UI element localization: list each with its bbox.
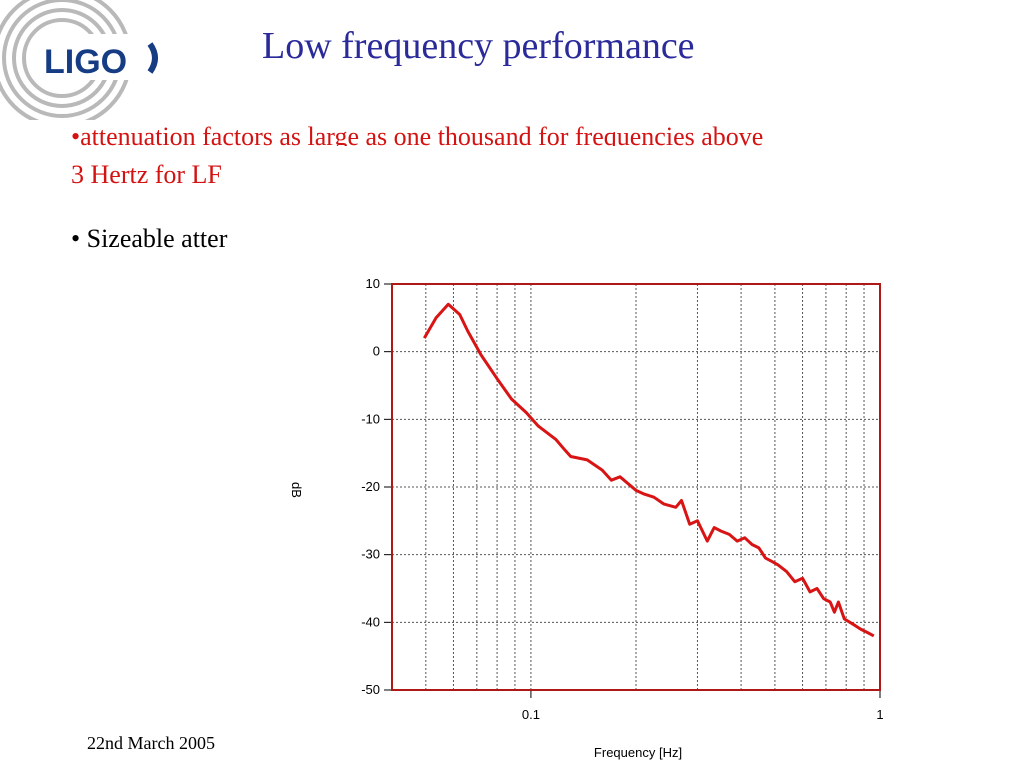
x-tick-label: 0.1	[522, 707, 540, 722]
y-tick-label: -10	[361, 411, 380, 426]
chart-ticks: 10 0 -10 -20 -30 -40 -50 0.1 1	[361, 276, 883, 722]
y-tick-label: -30	[361, 547, 380, 562]
x-tick-label: 1	[876, 707, 883, 722]
y-tick-label: 10	[366, 276, 380, 291]
footer-date: 22nd March 2005	[87, 733, 215, 753]
attenuation-chart: 10 0 -10 -20 -30 -40 -50 0.1 1 Frequency [Hz] dB	[289, 276, 884, 760]
series-line	[423, 302, 875, 638]
ligo-logo-text: LIGO	[44, 43, 127, 81]
slide-title: Low frequency performance	[262, 25, 695, 67]
y-tick-label: -20	[361, 479, 380, 494]
plot-frame	[391, 283, 881, 691]
bullet-1-line-2: 3 Hertz for LF	[71, 160, 222, 189]
y-tick-label: 0	[373, 344, 380, 359]
chart-backdrop	[272, 146, 1024, 266]
bullet-2: • Sizeable atter	[71, 224, 228, 253]
y-tick-label: -50	[361, 682, 380, 697]
chart-grid	[392, 284, 880, 690]
y-axis-label: dB	[289, 482, 304, 498]
ligo-logo-arc	[147, 42, 158, 74]
x-axis-label: Frequency [Hz]	[594, 745, 682, 760]
chart-frame	[391, 283, 881, 691]
ligo-logo: LIGO	[0, 0, 158, 120]
y-tick-label: -40	[361, 614, 380, 629]
chart-series	[423, 302, 875, 638]
